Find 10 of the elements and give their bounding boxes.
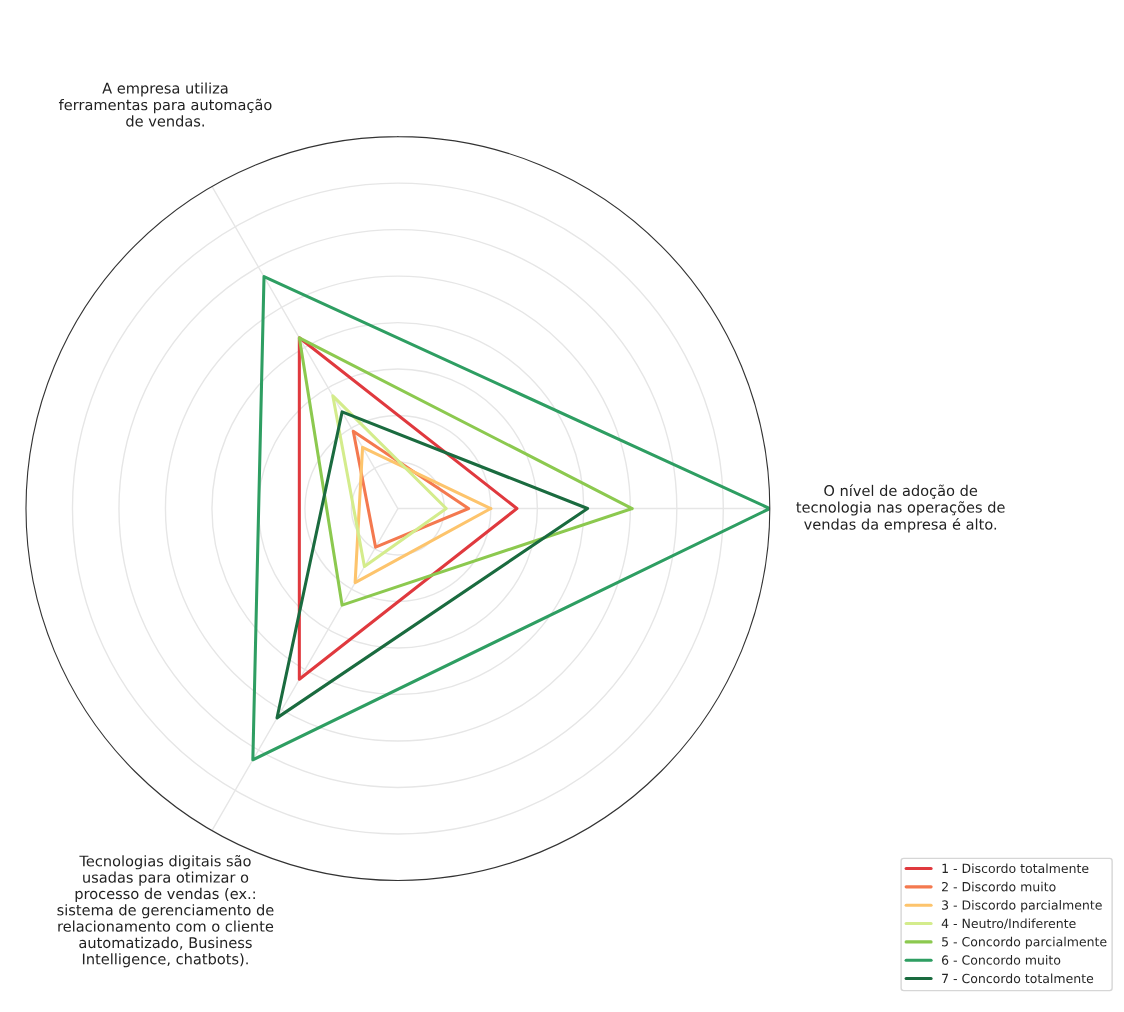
legend-label: 3 - Discordo parcialmente (942, 900, 1102, 913)
legend-label: 2 - Discordo muito (942, 881, 1056, 892)
spoke-label: Tecnologias digitais são usadas para otimizar o processo de vendas (ex.: sistema de gerenciamento de relacionamento com o cliente automatizado, Business Intelligence, chatbots). (57, 854, 274, 968)
legend-label: 6 - Concordo muito (941, 955, 1061, 965)
spoke-label: O nível de adoção de tecnologia nas operações de vendas da empresa é alto. (796, 484, 1005, 533)
spoke-label: A empresa utiliza ferramentas para automação de vendas. (58, 82, 272, 127)
legend-label: 5 - Concordo parcialmente (942, 936, 1107, 949)
legend-label: 7 - Concordo totalmente (942, 973, 1094, 984)
legend-label: 4 - Neutro/Indiferente (941, 918, 1076, 930)
legend-label: 1 - Discordo totalmente (942, 863, 1089, 874)
